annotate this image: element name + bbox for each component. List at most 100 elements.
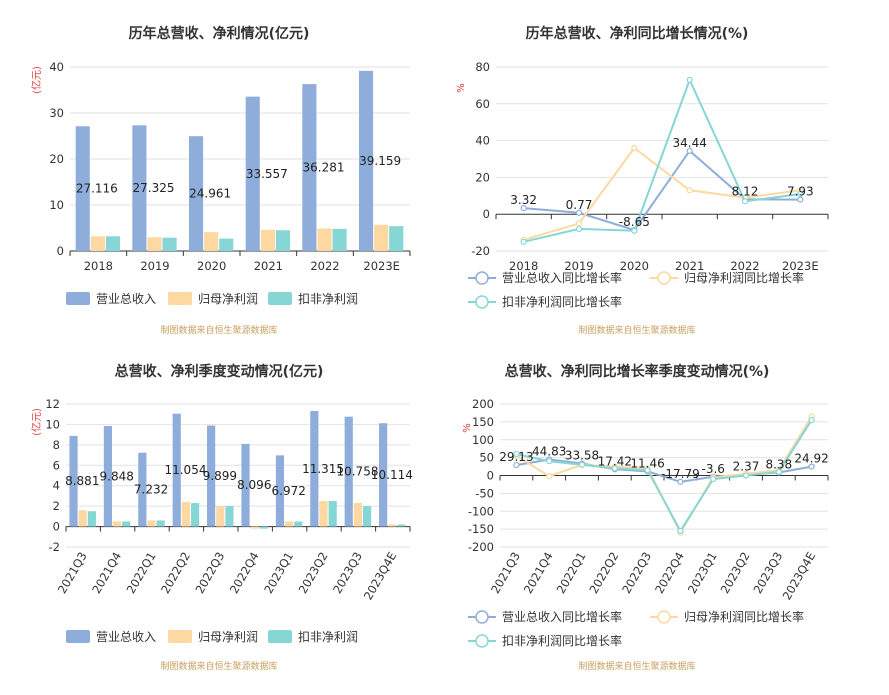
legend-label: 扣非净利润同比增长率 xyxy=(502,294,622,309)
x-tick-label: 2023Q4E xyxy=(361,550,400,603)
data-label: 11.315 xyxy=(302,462,344,476)
bar-营业总收入-2022 xyxy=(302,84,317,252)
x-tick-label: 2023E xyxy=(363,259,400,273)
x-tick-label: 2022Q4 xyxy=(227,550,262,597)
legend-marker xyxy=(475,295,489,309)
bar-归母净利润-2022Q2 xyxy=(181,502,190,527)
bar-营业总收入-2023Q3 xyxy=(344,416,353,527)
x-tick-label: 2022Q2 xyxy=(586,550,621,597)
bar-营业总收入-2021Q4 xyxy=(103,425,113,527)
point-扣非净利润同比增长率-2019 xyxy=(575,225,583,233)
point-归母净利润同比增长率-2021Q4 xyxy=(546,473,553,480)
data-label: 8.096 xyxy=(237,478,271,492)
legend-label: 扣非净利润 xyxy=(298,292,358,306)
y-tick-label: -2 xyxy=(49,540,60,554)
x-tick-label: 2023Q4E xyxy=(780,550,819,603)
bar-归母净利润-2019 xyxy=(147,237,162,251)
bar-扣非净利润-2022 xyxy=(332,228,347,251)
bar-扣非净利润-2018 xyxy=(105,236,120,251)
y-tick-label: 0 xyxy=(483,207,490,221)
y-tick-label: -100 xyxy=(468,504,494,518)
x-tick-label: 2021 xyxy=(254,259,283,273)
legend-marker xyxy=(475,634,489,648)
data-label: 27.116 xyxy=(76,182,118,196)
data-label: 39.159 xyxy=(359,154,401,168)
bar-扣非净利润-2020 xyxy=(219,238,234,251)
y-tick-label: 100 xyxy=(472,433,494,447)
source-note: 制图数据来自恒生聚源数据库 xyxy=(160,660,277,672)
x-tick-label: 2023Q2 xyxy=(718,550,753,597)
x-tick-label: 2022Q4 xyxy=(652,550,687,597)
x-tick-label: 2020 xyxy=(620,259,649,273)
point-扣非净利润同比增长率-2021Q3 xyxy=(513,450,520,458)
bar-扣非净利润-2022Q4 xyxy=(259,526,268,529)
point-扣非净利润同比增长率-2023Q4E xyxy=(808,416,815,424)
y-tick-label: 12 xyxy=(45,397,60,411)
x-tick-label: 2021Q4 xyxy=(521,550,556,597)
data-label: 44.83 xyxy=(532,444,566,458)
bar-营业总收入-2023Q4E xyxy=(379,423,388,527)
bar-营业总收入-2018 xyxy=(75,126,90,251)
data-label: 34.44 xyxy=(672,136,706,150)
legend-label: 归母净利润 xyxy=(198,630,258,644)
point-扣非净利润同比增长率-2021Q4 xyxy=(546,458,553,465)
point-扣非净利润同比增长率-2022Q4 xyxy=(677,527,684,535)
point-营业总收入同比增长率-2021Q3 xyxy=(513,461,520,469)
data-label: 8.12 xyxy=(732,184,759,198)
x-tick-label: 2023Q3 xyxy=(330,550,365,597)
x-tick-label: 2022Q1 xyxy=(554,550,589,597)
y-tick-label: 40 xyxy=(475,134,490,148)
y-tick-label: 50 xyxy=(479,451,494,465)
x-tick-label: 2019 xyxy=(564,259,593,273)
data-label: 24.92 xyxy=(794,452,828,466)
data-label: 11.054 xyxy=(164,463,206,477)
legend-label: 营业总收入同比增长率 xyxy=(502,270,622,285)
bar-归母净利润-2023E xyxy=(374,224,389,251)
legend-label: 扣非净利润同比增长率 xyxy=(502,633,622,648)
bar-营业总收入-2023Q1 xyxy=(275,455,285,527)
x-tick-label: 2018 xyxy=(84,259,113,273)
data-label: 0.77 xyxy=(566,198,593,212)
y-axis-unit: % xyxy=(456,83,467,93)
y-tick-label: -50 xyxy=(475,486,494,500)
data-label: 7.232 xyxy=(134,483,168,497)
chart-title: 总营收、净利同比增长率季度变动情况(%) xyxy=(505,363,770,380)
y-tick-label: 2 xyxy=(53,499,60,513)
bar-归母净利润-2022Q1 xyxy=(147,520,156,527)
source-note: 制图数据来自恒生聚源数据库 xyxy=(160,324,277,336)
bar-扣非净利润-2021Q4 xyxy=(122,521,131,527)
data-label: 2.37 xyxy=(733,460,760,474)
x-tick-label: 2022 xyxy=(730,259,759,273)
data-label: 29.13 xyxy=(499,450,533,464)
y-tick-label: 6 xyxy=(53,458,60,472)
bar-归母净利润-2023Q3 xyxy=(353,503,362,527)
point-扣非净利润同比增长率-2023Q3 xyxy=(775,468,782,476)
bar-扣非净利润-2023E xyxy=(389,226,404,251)
point-扣非净利润同比增长率-2022Q3 xyxy=(644,467,651,474)
y-tick-label: -200 xyxy=(468,540,494,554)
bar-归母净利润-2022Q3 xyxy=(216,506,225,527)
x-tick-label: 2022Q1 xyxy=(124,550,159,597)
bar-营业总收入-2022Q4 xyxy=(241,443,250,527)
legend-swatch xyxy=(268,292,292,305)
legend-marker xyxy=(475,610,489,624)
point-扣非净利润同比增长率-2023Q2 xyxy=(742,472,750,479)
data-label: -17.79 xyxy=(661,467,700,481)
y-tick-label: 60 xyxy=(475,97,490,111)
legend-label: 归母净利润同比增长率 xyxy=(684,609,804,624)
data-label: 17.42 xyxy=(598,454,632,468)
data-label: 11.46 xyxy=(630,456,664,470)
point-营业总收入同比增长率-2023Q4E xyxy=(808,463,815,470)
bar-扣非净利润-2021Q3 xyxy=(87,511,96,527)
y-tick-label: 4 xyxy=(53,479,60,493)
chart-title: 总营收、净利季度变动情况(亿元) xyxy=(115,363,324,380)
bar-扣非净利润-2023Q1 xyxy=(294,521,303,527)
data-label: 10.758 xyxy=(336,465,378,479)
point-扣非净利润同比增长率-2022Q2 xyxy=(611,465,618,472)
y-tick-label: 0 xyxy=(53,520,60,534)
bar-营业总收入-2019 xyxy=(132,125,147,251)
data-label: 10.114 xyxy=(371,468,413,482)
bar-营业总收入-2020 xyxy=(189,136,204,251)
y-axis-unit: % xyxy=(462,423,473,433)
point-归母净利润同比增长率-2020 xyxy=(631,144,638,152)
